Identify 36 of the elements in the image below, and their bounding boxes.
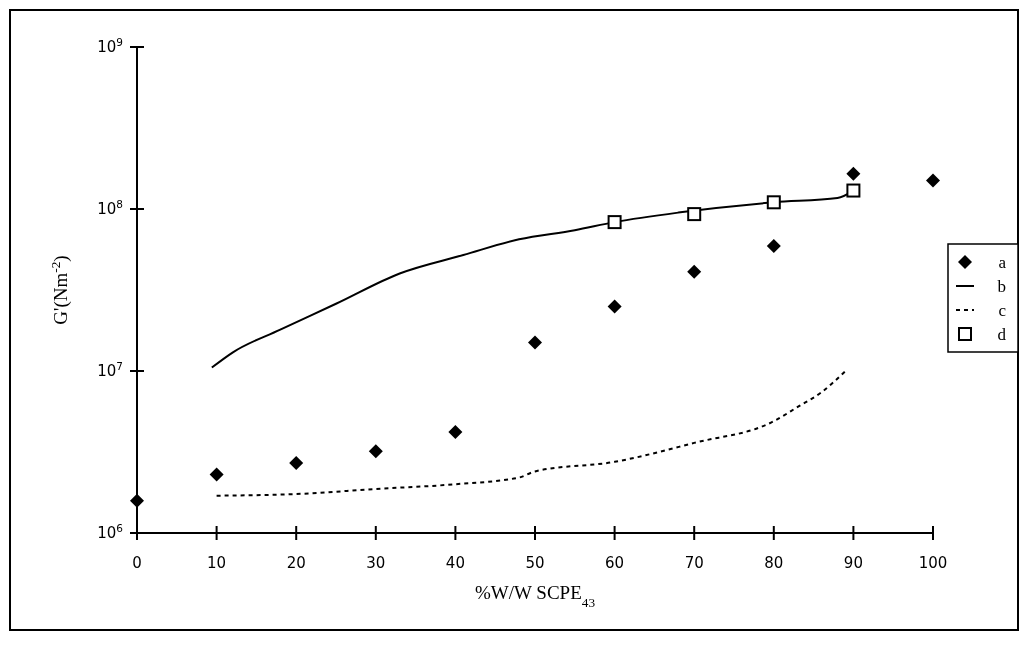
- x-tick-label: 10: [207, 554, 227, 572]
- x-axis-title: %W/W SCPE$_{43}$: [474, 582, 596, 610]
- legend-label: d: [997, 325, 1007, 344]
- point: [687, 264, 702, 279]
- point: [687, 207, 702, 222]
- y-tick-label: 10$^{7}$: [97, 360, 123, 380]
- point: [846, 166, 861, 181]
- x-tick-label: 30: [366, 554, 386, 572]
- x-tick-label: 70: [684, 554, 704, 572]
- x-tick-label: 90: [843, 554, 863, 572]
- x-tick-label: 50: [525, 554, 545, 572]
- point: [766, 239, 781, 254]
- legend-label: a: [998, 253, 1007, 272]
- legend-label: b: [997, 277, 1006, 296]
- legend-label: c: [998, 301, 1007, 320]
- point: [448, 425, 463, 440]
- x-tick-label: 80: [764, 554, 784, 572]
- x-tick-label: 0: [132, 554, 142, 572]
- y-tick-label: 10$^{9}$: [97, 36, 123, 56]
- y-tick-label: 10$^{8}$: [97, 198, 123, 218]
- x-tick-label: 60: [605, 554, 625, 572]
- point: [766, 195, 781, 210]
- point: [289, 456, 304, 471]
- point: [130, 493, 144, 508]
- point: [528, 335, 542, 350]
- point: [926, 173, 940, 188]
- point: [209, 467, 224, 482]
- point: [607, 299, 622, 314]
- y-tick-label: 10$^{6}$: [97, 522, 124, 542]
- point: [368, 444, 383, 459]
- line-series: [215, 370, 847, 497]
- x-tick-label: 100: [918, 554, 948, 572]
- point: [607, 215, 622, 230]
- point: [846, 183, 861, 198]
- x-tick-label: 20: [286, 554, 306, 572]
- x-tick-label: 40: [445, 554, 465, 572]
